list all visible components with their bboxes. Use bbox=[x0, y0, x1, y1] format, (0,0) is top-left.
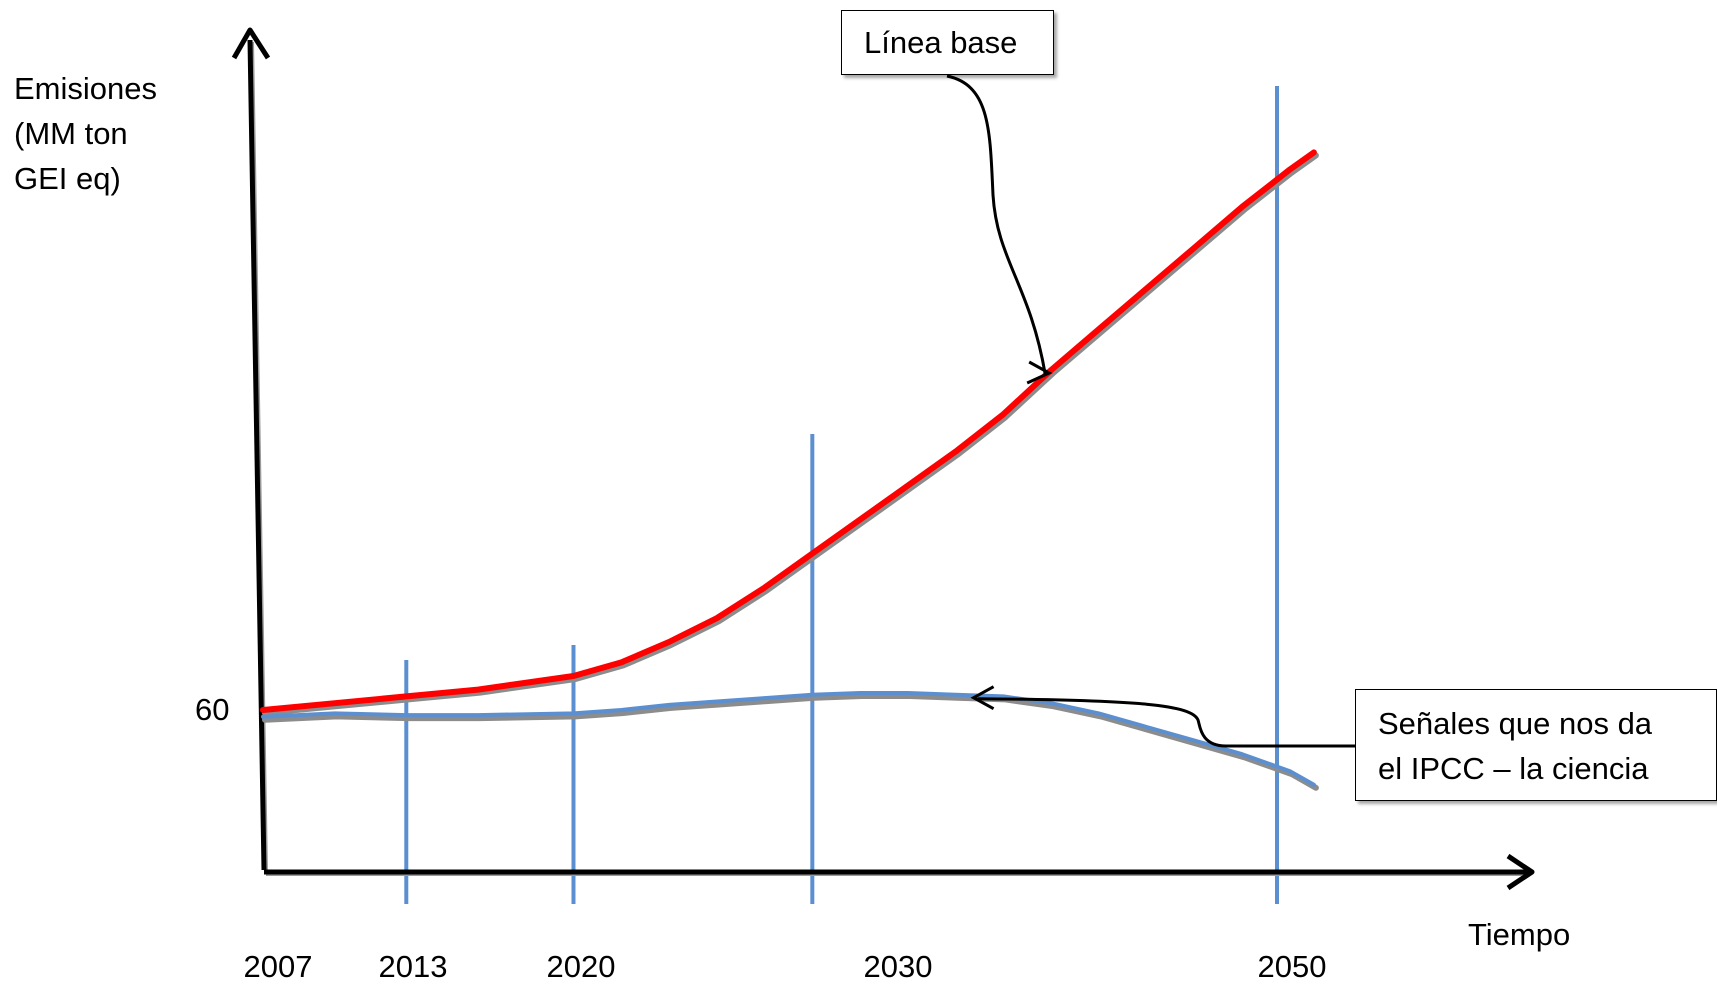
ipcc-connector-arrowhead bbox=[970, 685, 995, 711]
baseline-connector bbox=[946, 74, 1047, 375]
x-axis-arrowhead bbox=[1506, 853, 1535, 891]
baseline-callout: Línea base bbox=[841, 10, 1054, 75]
y-axis-label-line-3: GEI eq) bbox=[14, 161, 121, 196]
y-axis-label-line-2: (MM ton bbox=[14, 116, 128, 151]
x-tick-label-2050: 2050 bbox=[1257, 949, 1327, 984]
y-tick-label: 60 bbox=[195, 692, 230, 727]
x-tick-label-2020: 2020 bbox=[546, 949, 616, 984]
ipcc-series-line bbox=[261, 691, 1316, 787]
x-tick-label-2030: 2030 bbox=[863, 949, 933, 984]
y-axis-label: Emisiones (MM ton GEI eq) bbox=[14, 66, 157, 201]
y-axis-arrowhead bbox=[231, 27, 271, 60]
x-tick-label-2007: 2007 bbox=[243, 949, 313, 984]
data-series bbox=[260, 149, 1319, 791]
y-axis-label-line-1: Emisiones bbox=[14, 71, 157, 106]
ipcc-connector bbox=[977, 697, 1355, 748]
baseline-connector-arrowhead bbox=[1026, 360, 1053, 385]
axes bbox=[231, 27, 1535, 891]
x-tick-label-2013: 2013 bbox=[378, 949, 448, 984]
ipcc-callout: Señales que nos da el IPCC – la ciencia bbox=[1355, 689, 1717, 801]
series-shadow-ipcc bbox=[262, 693, 1319, 791]
ipcc-callout-line-1: Señales que nos da bbox=[1378, 706, 1653, 741]
ipcc-callout-line-2: el IPCC – la ciencia bbox=[1378, 751, 1649, 786]
series-shadow-baseline bbox=[262, 152, 1319, 716]
y-axis-line bbox=[247, 39, 267, 871]
baseline-series-line bbox=[260, 149, 1317, 713]
callout-connectors bbox=[946, 74, 1355, 748]
baseline-callout-label: Línea base bbox=[864, 25, 1018, 60]
x-axis-label: Tiempo bbox=[1468, 917, 1571, 952]
year-gridlines bbox=[404, 86, 1279, 904]
